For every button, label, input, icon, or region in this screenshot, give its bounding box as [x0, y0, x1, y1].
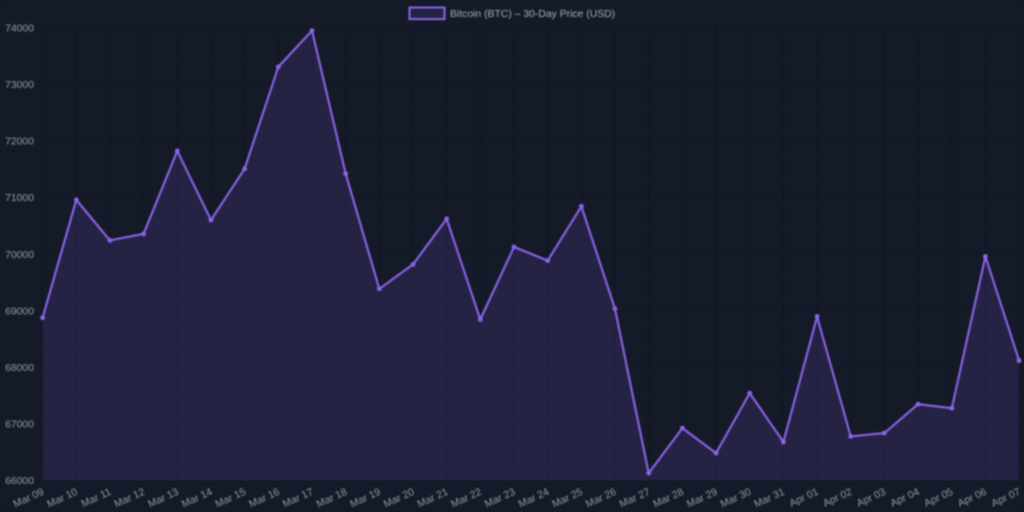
svg-text:73000: 73000	[5, 80, 34, 91]
svg-text:72000: 72000	[5, 137, 34, 148]
svg-text:74000: 74000	[5, 24, 34, 35]
svg-text:69000: 69000	[5, 306, 34, 317]
svg-text:66000: 66000	[5, 476, 34, 487]
svg-text:70000: 70000	[5, 250, 34, 261]
svg-text:Bitcoin (BTC) – 30-Day Price (: Bitcoin (BTC) – 30-Day Price (USD)	[450, 9, 615, 20]
svg-text:71000: 71000	[5, 193, 34, 204]
svg-text:68000: 68000	[5, 363, 34, 374]
svg-text:67000: 67000	[5, 419, 34, 430]
